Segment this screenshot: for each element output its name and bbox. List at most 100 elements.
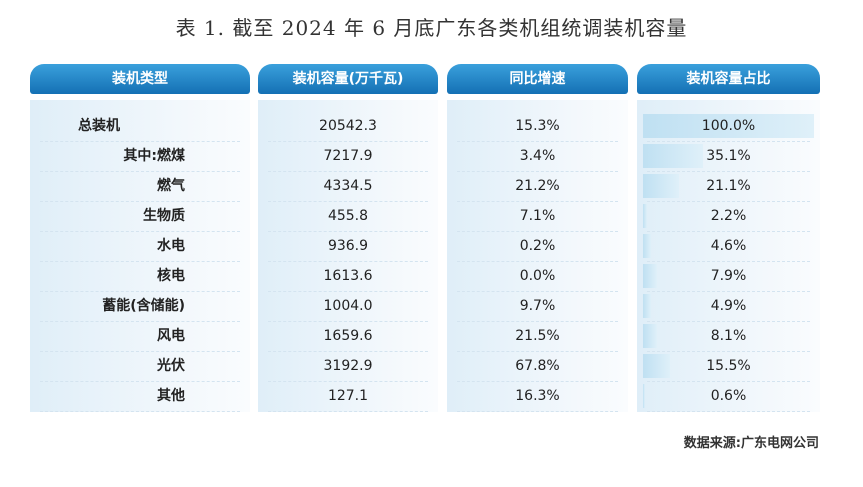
share-bar [643,204,647,228]
row-separator [647,141,810,142]
row-separator [457,411,618,412]
row-separator [457,231,618,232]
type-name: 总装机 [78,118,120,134]
share-label: 8.1% [710,328,747,344]
column-header: 装机容量占比 [637,64,820,94]
share-label: 100.0% [701,118,756,134]
source: 数据来源:广东电网公司 [683,436,819,451]
row-separator [268,141,428,142]
capacity-value: 20542.3 [319,118,377,134]
row-separator [40,291,240,292]
type-name: 其他 [157,388,185,404]
column-header: 装机容量(万千瓦) [258,64,438,94]
table-title: 表 1. 截至 2024 年 6 月底广东各类机组统调装机容量 [175,16,688,40]
row-separator [40,321,240,322]
row-separator [268,201,428,202]
column-header: 装机类型 [30,64,250,94]
row-separator [40,351,240,352]
capacity-value: 127.1 [327,388,369,404]
row-separator [40,261,240,262]
row-separator [40,381,240,382]
row-separator [268,261,428,262]
row-separator [647,351,810,352]
growth-value: 0.2% [519,238,556,254]
share-label: 7.9% [710,268,747,284]
share-bar [643,264,657,288]
share-bar [643,114,814,138]
type-name: 燃气 [157,178,185,194]
row-separator [457,171,618,172]
row-separator [647,291,810,292]
row-separator [457,201,618,202]
share-label: 21.1% [706,178,751,194]
row-separator [647,231,810,232]
share-label: 35.1% [706,148,751,164]
capacity-value: 1004.0 [323,298,373,314]
share-label: 2.2% [710,208,747,224]
row-separator [457,381,618,382]
row-separator [268,231,428,232]
type-name: 蓄能(含储能) [102,298,185,314]
row-separator [40,141,240,142]
growth-value: 0.0% [519,268,556,284]
growth-value: 3.4% [519,148,556,164]
capacity-value: 455.8 [327,208,369,224]
row-separator [647,261,810,262]
row-separator [647,321,810,322]
type-name: 生物质 [143,208,185,224]
type-name: 风电 [157,328,185,344]
row-separator [40,411,240,412]
row-separator [457,141,618,142]
share-label: 4.9% [710,298,747,314]
row-separator [647,171,810,172]
type-name: 水电 [157,238,185,254]
row-separator [40,231,240,232]
row-separator [647,411,810,412]
type-name: 光伏 [157,358,185,374]
share-bar [643,234,651,258]
capacity-value: 4334.5 [323,178,373,194]
column-panel [447,100,628,412]
row-separator [40,201,240,202]
share-label: 4.6% [710,238,747,254]
capacity-value: 1659.6 [323,328,373,344]
growth-value: 15.3% [515,118,560,134]
share-bar [643,324,657,348]
growth-value: 21.2% [515,178,560,194]
growth-value: 21.5% [515,328,560,344]
column-panel [258,100,438,412]
row-separator [647,201,810,202]
share-bar [643,144,704,168]
growth-value: 67.8% [515,358,560,374]
row-separator [457,291,618,292]
capacity-value: 3192.9 [323,358,373,374]
row-separator [268,291,428,292]
share-bar [643,294,652,318]
share-bar [643,384,645,408]
share-label: 15.5% [706,358,751,374]
row-separator [457,321,618,322]
row-separator [268,351,428,352]
growth-value: 16.3% [515,388,560,404]
row-separator [268,381,428,382]
share-label: 0.6% [710,388,747,404]
column-panel [30,100,250,412]
row-separator [268,411,428,412]
capacity-value: 7217.9 [323,148,373,164]
row-separator [457,351,618,352]
row-separator [457,261,618,262]
row-separator [268,171,428,172]
row-separator [268,321,428,322]
share-bar [643,174,680,198]
growth-value: 9.7% [519,298,556,314]
type-name: 核电 [157,268,185,284]
row-separator [40,171,240,172]
row-separator [647,381,810,382]
capacity-value: 1613.6 [323,268,373,284]
type-name: 其中:燃煤 [123,148,185,164]
growth-value: 7.1% [519,208,556,224]
share-bar [643,354,670,378]
column-header: 同比增速 [447,64,628,94]
capacity-value: 936.9 [327,238,369,254]
